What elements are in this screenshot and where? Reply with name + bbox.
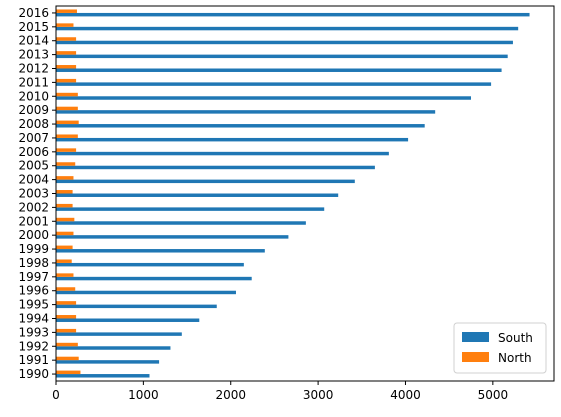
bar-north-2014 (56, 37, 77, 41)
y-tick-label-2006: 2006 (18, 145, 49, 159)
bar-south-1999 (56, 249, 265, 253)
y-tick-label-1993: 1993 (18, 325, 49, 339)
bar-north-2013 (56, 51, 77, 55)
y-tick-label-1999: 1999 (18, 242, 49, 256)
bar-north-1994 (56, 315, 77, 319)
bar-south-2012 (56, 68, 502, 72)
bar-south-2010 (56, 96, 471, 100)
bar-south-2016 (56, 12, 530, 17)
bar-north-2004 (56, 176, 74, 180)
y-tick-label-2005: 2005 (18, 159, 49, 173)
bar-north-2007 (56, 134, 78, 138)
y-tick-label-1997: 1997 (18, 270, 49, 284)
bar-north-2012 (56, 65, 77, 69)
bar-south-1997 (56, 276, 252, 281)
y-tick-label-2001: 2001 (18, 214, 49, 228)
legend: South North (453, 322, 547, 374)
bar-south-1994 (56, 318, 200, 322)
y-tick-label-1991: 1991 (18, 353, 49, 367)
bar-north-1999 (56, 245, 73, 250)
y-tick-label-2009: 2009 (18, 103, 49, 117)
y-tick-label-1996: 1996 (18, 284, 49, 298)
y-tick-label-2013: 2013 (18, 48, 49, 62)
bar-south-2001 (56, 221, 306, 225)
bar-north-1992 (56, 342, 78, 347)
bar-south-1998 (56, 262, 244, 267)
y-tick-label-2007: 2007 (18, 131, 49, 145)
bar-south-2002 (56, 207, 325, 211)
bar-north-1996 (56, 287, 76, 291)
bar-south-1991 (56, 360, 160, 364)
bar-north-2016 (56, 9, 77, 13)
y-tick-label-1998: 1998 (18, 256, 49, 270)
bar-north-2009 (56, 106, 78, 111)
bar-north-1995 (56, 301, 77, 305)
bars-group (56, 9, 530, 378)
axes-frame (55, 5, 555, 382)
bar-south-2000 (56, 235, 289, 239)
bar-north-2015 (56, 23, 74, 27)
bar-north-2010 (56, 92, 78, 97)
y-tick-label-1994: 1994 (18, 312, 49, 326)
bar-north-2005 (56, 162, 76, 166)
y-tick-label-2012: 2012 (18, 62, 49, 76)
x-tick-label-5000: 5000 (478, 388, 509, 402)
bar-north-2001 (56, 217, 75, 222)
legend-label-north: North (498, 351, 532, 365)
bar-north-1997 (56, 273, 74, 277)
y-tick-label-2002: 2002 (18, 200, 49, 214)
bar-south-2004 (56, 179, 355, 184)
bar-south-2014 (56, 40, 513, 45)
bar-north-2006 (56, 148, 77, 152)
y-tick-label-2014: 2014 (18, 34, 49, 48)
bar-south-2006 (56, 151, 389, 156)
y-tick-label-1992: 1992 (18, 339, 49, 353)
bar-north-2011 (56, 78, 77, 83)
y-tick-label-2010: 2010 (18, 89, 49, 103)
bar-north-1990 (56, 370, 81, 375)
y-tick-label-2000: 2000 (18, 228, 49, 242)
x-tick-label-2000: 2000 (215, 388, 246, 402)
x-tick-label-0: 0 (52, 388, 60, 402)
bar-south-2005 (56, 165, 375, 170)
bar-south-2003 (56, 193, 339, 197)
y-axis: 1990199119921993199419951996199719981999… (18, 6, 56, 381)
legend-swatch-south (462, 332, 489, 342)
y-tick-label-2008: 2008 (18, 117, 49, 131)
bar-south-1995 (56, 304, 217, 309)
y-tick-label-2011: 2011 (18, 75, 49, 89)
bar-north-2008 (56, 120, 79, 125)
bar-south-1990 (56, 374, 150, 378)
x-tick-label-3000: 3000 (303, 388, 334, 402)
bar-south-2015 (56, 26, 519, 31)
bar-north-1993 (56, 328, 77, 333)
bar-south-2011 (56, 82, 492, 86)
y-tick-label-1990: 1990 (18, 367, 49, 381)
y-tick-label-2003: 2003 (18, 187, 49, 201)
bar-north-1998 (56, 259, 72, 263)
bar-south-2013 (56, 54, 508, 59)
bar-south-2007 (56, 137, 409, 142)
bar-north-2003 (56, 190, 73, 194)
x-axis: 0 1000 2000 3000 4000 5000 (52, 381, 508, 402)
legend-label-south: South (498, 331, 533, 345)
bar-south-2008 (56, 124, 425, 128)
bar-south-1993 (56, 332, 182, 336)
y-tick-label-2004: 2004 (18, 173, 49, 187)
y-tick-label-2016: 2016 (18, 6, 49, 20)
bar-south-1992 (56, 346, 171, 350)
x-tick-label-1000: 1000 (128, 388, 159, 402)
bar-south-2009 (56, 110, 436, 114)
bar-north-2002 (56, 203, 73, 208)
bar-south-1996 (56, 290, 236, 295)
bar-north-2000 (56, 231, 74, 236)
y-tick-label-2015: 2015 (18, 20, 49, 34)
legend-swatch-north (462, 352, 489, 362)
y-tick-label-1995: 1995 (18, 298, 49, 312)
x-tick-label-4000: 4000 (390, 388, 421, 402)
bar-north-1991 (56, 356, 79, 361)
